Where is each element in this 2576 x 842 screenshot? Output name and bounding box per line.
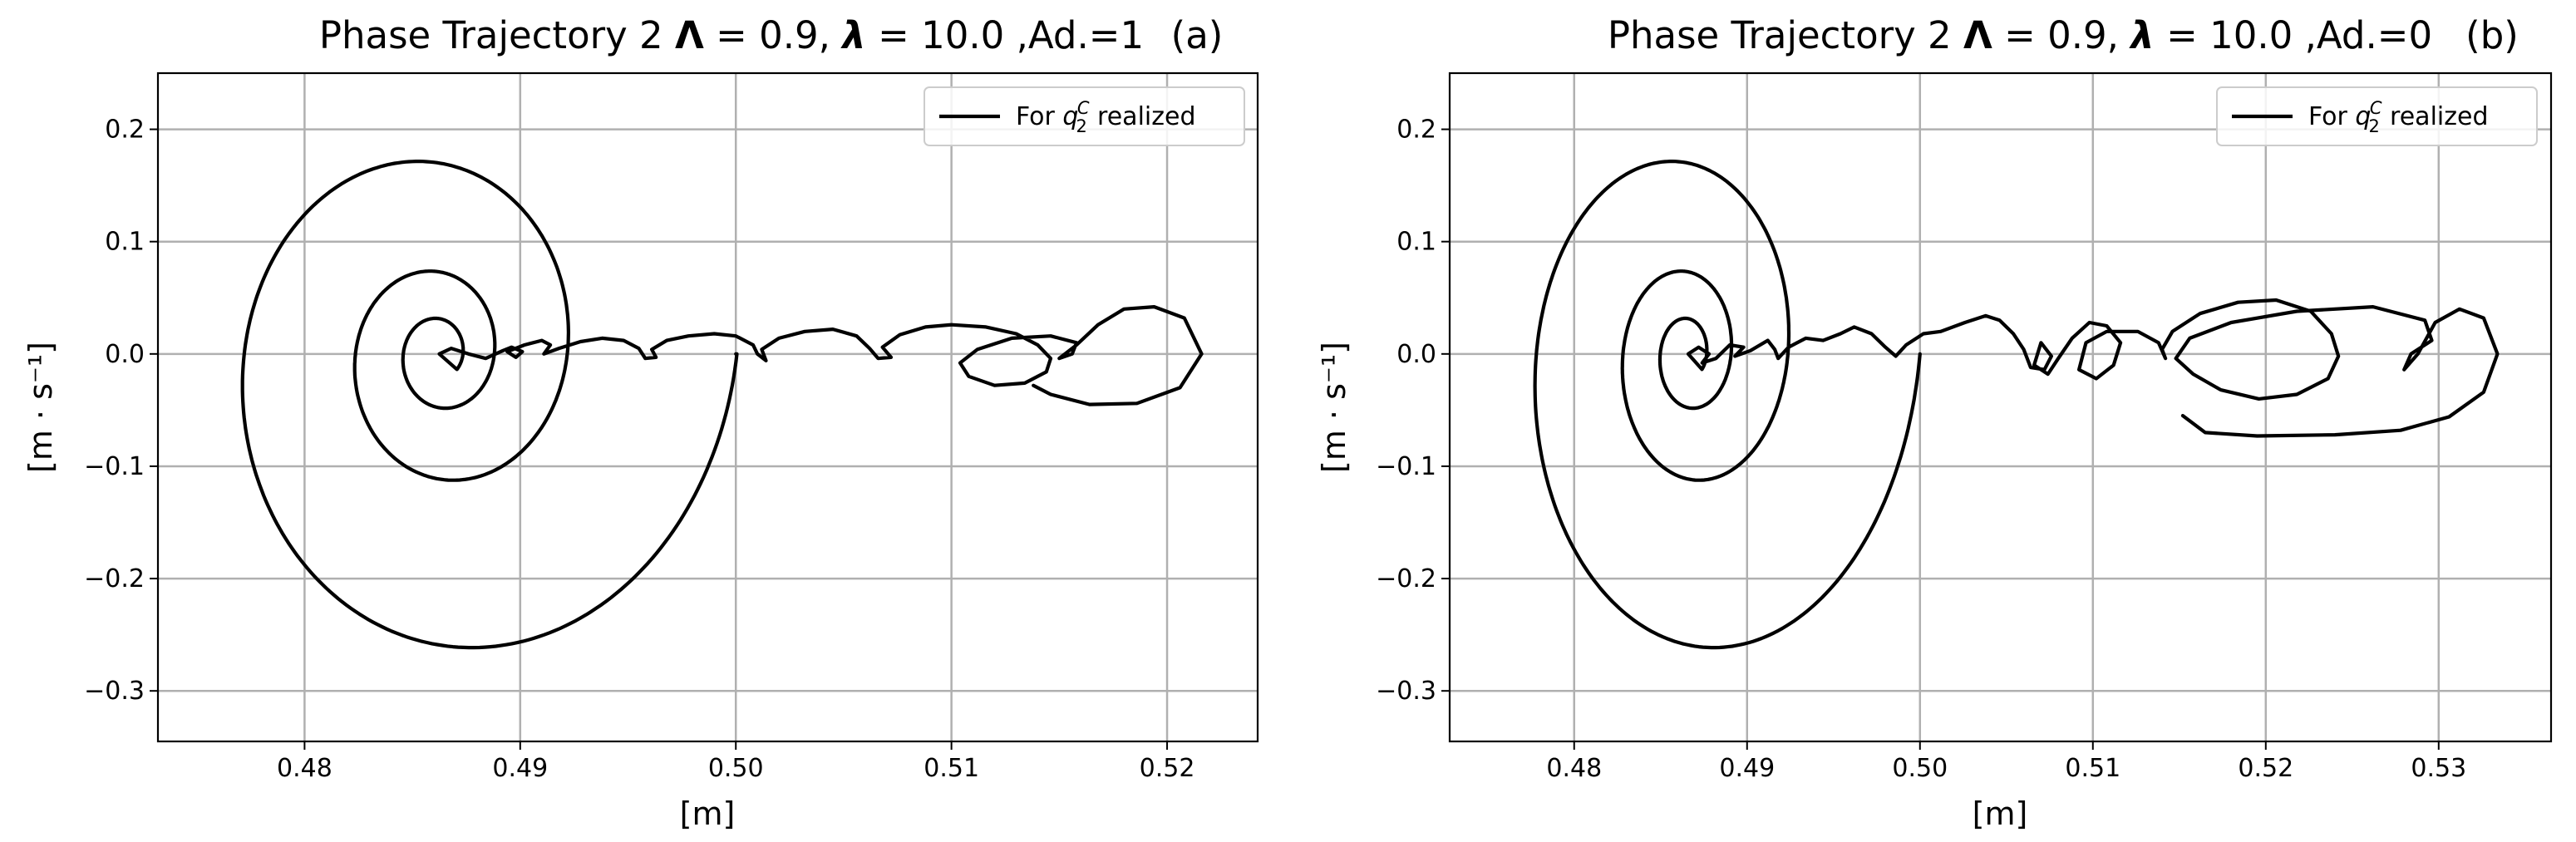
panel-b-ylabel: [m · s⁻¹] [1316, 342, 1352, 473]
panel-b-ytick-label: 0.1 [1396, 228, 1436, 257]
panel-a-ytick-label: 0.2 [105, 116, 145, 145]
panel-b-ytick-label: 0.0 [1396, 340, 1436, 369]
panel-a-ytick-label: 0.0 [105, 340, 145, 369]
panel-a-trajectory-line [240, 160, 1204, 650]
panel-b-ticks: 0.48 0.49 0.50 0.51 0.52 0.53 −0.3 −0.2 −0.1 0.0 0… [1376, 116, 2466, 783]
panel-a-ylabel: [m · s⁻¹] [22, 342, 59, 473]
panel-b-trace-layer [1533, 160, 2500, 650]
panel-b-ytick-label: −0.2 [1376, 564, 1436, 593]
panel-a-legend-box [924, 86, 1245, 146]
panel-b-xtick-label: 0.52 [2238, 754, 2293, 783]
panel-b-legend-box [2216, 86, 2538, 146]
panel-a-axes-frame [156, 71, 1259, 743]
panel-a-ytick-label: −0.3 [84, 677, 145, 706]
panel-b-title: Phase Trajectory 2 Λ = 0.9, λ = 10.0 ,Ad… [1608, 13, 2432, 57]
panel-a-ytick-label: −0.1 [84, 452, 145, 481]
panel-a-legend: For q2C realized [924, 86, 1245, 146]
panel-b-legend: For q2C realized [2216, 86, 2538, 146]
panel-a-xtick-label: 0.50 [708, 754, 764, 783]
panel-a-grid [158, 73, 1258, 741]
panel-b-ytick-label: −0.3 [1376, 677, 1436, 706]
panel-a-xtick-label: 0.52 [1140, 754, 1195, 783]
panel-a-tag: (a) [1171, 13, 1224, 57]
panel-b-axes-frame [1448, 71, 2553, 743]
panel-b-xtick-label: 0.48 [1546, 754, 1602, 783]
panel-a-xtick-label: 0.48 [277, 754, 332, 783]
panel-b-xtick-label: 0.51 [2065, 754, 2120, 783]
panel-a-trace-layer [240, 160, 1204, 650]
panel-a-ytick-label: 0.1 [105, 228, 145, 257]
panel-b-legend-label: For q2C realized [2308, 98, 2488, 136]
panel-b-xtick-label: 0.50 [1892, 754, 1948, 783]
panel-b-trajectory-line [1533, 160, 2500, 650]
panel-a-xlabel: [m] [680, 795, 736, 832]
panel-a: Phase Trajectory 2 Λ = 0.9, λ = 10.0 ,Ad… [22, 13, 1259, 832]
panel-a-ytick-label: −0.2 [84, 564, 145, 593]
panel-b-grid [1450, 73, 2551, 741]
panel-b-xtick-label: 0.49 [1719, 754, 1775, 783]
panel-b: Phase Trajectory 2 Λ = 0.9, λ = 10.0 ,Ad… [1316, 13, 2553, 832]
panel-b-xtick-label: 0.53 [2411, 754, 2466, 783]
panel-a-title: Phase Trajectory 2 Λ = 0.9, λ = 10.0 ,Ad… [319, 13, 1144, 57]
panel-a-xtick-label: 0.49 [492, 754, 548, 783]
panel-b-xlabel: [m] [1973, 795, 2028, 832]
panel-b-tag: (b) [2465, 13, 2519, 57]
panel-b-ytick-label: 0.2 [1396, 116, 1436, 145]
panel-b-ytick-label: −0.1 [1376, 452, 1436, 481]
panel-a-ticks: 0.48 0.49 0.50 0.51 0.52 −0.3 −0.2 −0.1 0.0 0.1 0.… [84, 116, 1194, 783]
panel-a-xtick-label: 0.51 [924, 754, 979, 783]
panel-a-legend-label: For q2C realized [1016, 98, 1195, 136]
